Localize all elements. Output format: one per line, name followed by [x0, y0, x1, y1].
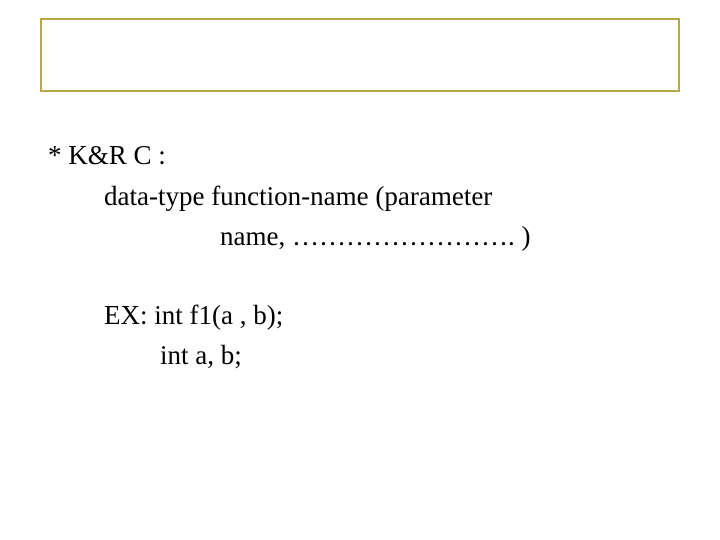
line-syntax-1: data-type function-name (parameter: [104, 176, 668, 217]
slide-body: * K&R C : data-type function-name (param…: [48, 135, 668, 376]
line-krc-heading: * K&R C :: [48, 135, 668, 176]
title-rule-box: [40, 18, 680, 92]
line-example-1: EX: int f1(a , b);: [104, 295, 668, 336]
blank-line: [48, 257, 668, 295]
line-syntax-2: name, ……………………. ): [220, 216, 668, 257]
line-example-2: int a, b;: [160, 335, 668, 376]
